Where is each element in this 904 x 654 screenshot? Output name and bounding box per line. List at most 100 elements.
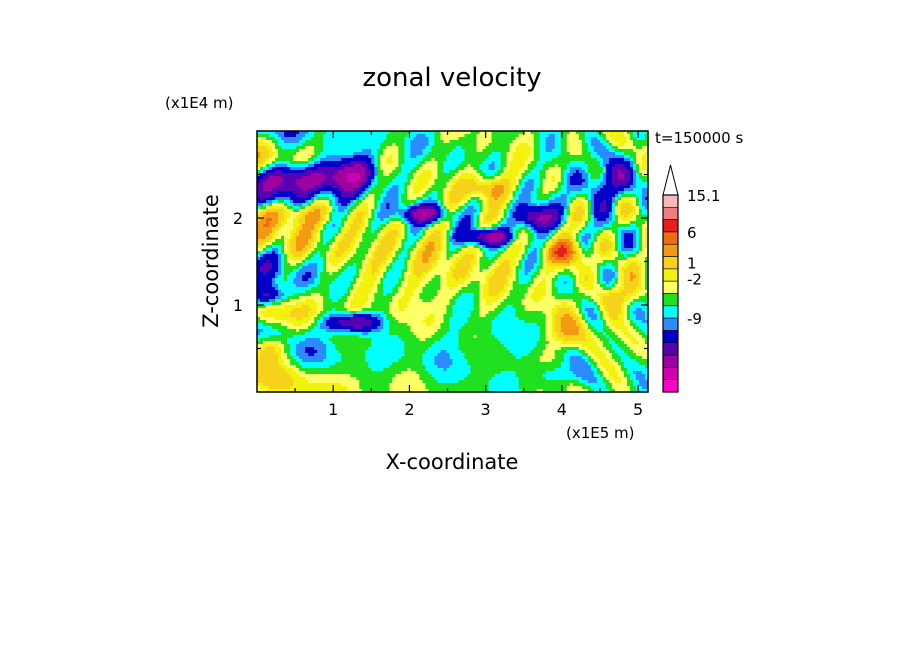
field-cell: [620, 209, 625, 213]
field-cell: [416, 161, 421, 165]
field-cell: [323, 173, 327, 177]
field-cell: [413, 131, 418, 135]
field-cell: [536, 179, 541, 183]
field-cell: [308, 203, 312, 207]
field-cell: [509, 170, 514, 174]
field-cell: [431, 233, 436, 237]
field-cell: [575, 140, 580, 144]
field-cell: [521, 155, 526, 159]
field-cell: [269, 221, 273, 225]
field-cell: [617, 149, 622, 153]
field-cell: [485, 221, 490, 225]
field-cell: [443, 149, 448, 153]
field-cell: [536, 224, 541, 228]
field-cell: [311, 206, 315, 210]
field-cell: [602, 230, 607, 234]
field-cell: [386, 137, 390, 141]
field-cell: [377, 212, 381, 216]
field-cell: [593, 227, 598, 231]
field-cell: [437, 143, 442, 147]
field-cell: [347, 185, 351, 189]
field-cell: [497, 188, 502, 192]
field-cell: [560, 233, 565, 237]
field-cell: [518, 236, 523, 240]
field-cell: [374, 146, 378, 150]
field-cell: [491, 152, 496, 156]
field-cell: [434, 131, 439, 135]
field-cell: [635, 197, 640, 201]
field-cell: [422, 167, 427, 171]
field-cell: [425, 215, 430, 219]
field-cell: [275, 215, 279, 219]
field-cell: [482, 212, 487, 216]
field-cell: [404, 200, 408, 204]
field-cell: [545, 140, 550, 144]
field-cell: [287, 146, 291, 150]
field-cell: [476, 179, 481, 183]
field-cell: [434, 140, 439, 144]
field-cell: [365, 188, 369, 192]
field-cell: [311, 167, 315, 171]
field-cell: [605, 209, 610, 213]
field-cell: [461, 167, 466, 171]
field-cell: [353, 170, 357, 174]
field-cell: [476, 215, 481, 219]
field-cell: [554, 239, 559, 243]
field-cell: [560, 161, 565, 165]
field-cell: [293, 227, 297, 231]
field-cell: [515, 185, 520, 189]
field-cell: [299, 218, 303, 222]
field-cell: [494, 176, 499, 180]
field-cell: [383, 188, 387, 192]
field-cell: [458, 218, 463, 222]
field-cell: [641, 209, 646, 213]
field-cell: [389, 194, 393, 198]
field-cell: [362, 173, 366, 177]
field-cell: [590, 170, 595, 174]
field-cell: [356, 167, 360, 171]
field-cell: [362, 179, 366, 183]
field-cell: [389, 245, 393, 249]
field-cell: [287, 173, 291, 177]
field-cell: [479, 194, 484, 198]
field-cell: [380, 221, 384, 225]
field-cell: [515, 206, 520, 210]
field-cell: [638, 152, 643, 156]
field-cell: [497, 185, 502, 189]
field-cell: [392, 224, 396, 228]
field-cell: [641, 224, 646, 228]
field-cell: [320, 230, 324, 234]
field-cell: [338, 164, 342, 168]
field-cell: [344, 170, 348, 174]
field-cell: [446, 239, 451, 243]
field-cell: [374, 227, 378, 231]
field-cell: [518, 182, 523, 186]
field-cell: [260, 161, 264, 165]
field-cell: [398, 209, 402, 213]
field-cell: [536, 212, 541, 216]
field-cell: [437, 227, 442, 231]
field-cell: [347, 170, 351, 174]
field-cell: [488, 161, 493, 165]
field-cell: [563, 236, 568, 240]
field-cell: [587, 209, 592, 213]
field-cell: [539, 221, 544, 225]
field-cell: [575, 152, 580, 156]
field-cell: [533, 197, 538, 201]
field-cell: [539, 236, 544, 240]
field-cell: [572, 185, 577, 189]
field-cell: [389, 200, 393, 204]
field-cell: [572, 143, 577, 147]
field-cell: [473, 200, 478, 204]
field-cell: [365, 194, 369, 198]
field-cell: [464, 230, 469, 234]
field-cell: [365, 143, 369, 147]
field-cell: [287, 167, 291, 171]
field-cell: [353, 245, 357, 249]
field-cell: [281, 185, 285, 189]
field-cell: [308, 182, 312, 186]
field-cell: [431, 197, 436, 201]
field-cell: [404, 197, 408, 201]
field-cell: [620, 152, 625, 156]
field-cell: [425, 176, 430, 180]
